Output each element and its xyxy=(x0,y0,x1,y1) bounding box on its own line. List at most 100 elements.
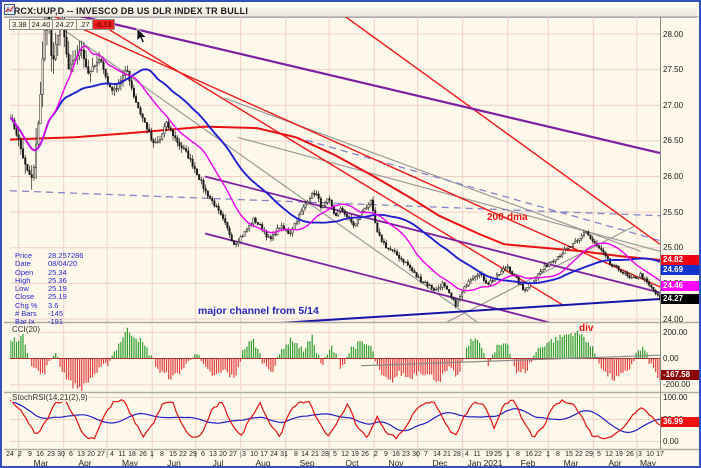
purple-trendline-3 xyxy=(204,232,552,322)
quote-field: 3.38 xyxy=(9,19,30,30)
date-tick-label: 22 xyxy=(575,451,583,458)
date-tick-label: 19 xyxy=(485,451,493,458)
cci-histogram xyxy=(10,327,660,391)
stochrsi-pane[interactable] xyxy=(10,394,660,448)
date-tick-label: 8 xyxy=(556,451,560,458)
month-label: Jan 2021 xyxy=(467,458,503,468)
data-window-row: Low 25.19 xyxy=(15,284,67,294)
month-label: Apr xyxy=(78,458,92,468)
ma200-line xyxy=(10,125,660,261)
date-tick-label: 6 xyxy=(69,451,73,458)
price-tick-label: 28.00 xyxy=(663,30,684,39)
red-trendline-1 xyxy=(51,16,660,288)
window-title: ARCX:UUP,D -- INVESCO DB US DLR INDEX TR… xyxy=(7,5,249,16)
date-tick-label: 13 xyxy=(77,451,85,458)
date-tick-label: 28 xyxy=(321,451,329,458)
cci-badge: -167.58 xyxy=(661,370,699,380)
date-tick-label: 21 xyxy=(443,451,451,458)
month-label: Aug xyxy=(255,458,271,468)
date-tick-label: 27 xyxy=(229,451,237,458)
data-window-row: Close 25.19 xyxy=(15,292,67,302)
date-tick-label: 19 xyxy=(351,451,359,458)
cci-divergence-line xyxy=(360,354,660,367)
red-trendline-2 xyxy=(85,16,563,306)
price-tick-label: 25.00 xyxy=(663,243,684,252)
date-tick-label: 10 xyxy=(646,451,654,458)
month-label: Mar xyxy=(563,458,579,468)
date-tick-label: 1 xyxy=(546,451,550,458)
date-tick-label: 8 xyxy=(294,451,298,458)
data-window-row: Date 08/04/20 xyxy=(15,259,78,269)
price-tick-label: 24.00 xyxy=(663,315,684,324)
date-tick-label: 3 xyxy=(638,451,642,458)
gray-trendline-2 xyxy=(237,136,660,252)
date-tick-label: 12 xyxy=(605,451,613,458)
date-tick-label: 29 xyxy=(585,451,593,458)
price-tick-label: 27.50 xyxy=(663,65,684,74)
quote-field: 24.27 xyxy=(52,19,78,30)
date-tick-label: 1 xyxy=(506,451,510,458)
date-tick-label: 9 xyxy=(28,451,32,458)
date-tick-label: 28 xyxy=(453,451,461,458)
data-window-row: Bar Ix -191 xyxy=(15,317,64,327)
cci-pane[interactable] xyxy=(10,325,660,391)
date-tick-label: 12 xyxy=(341,451,349,458)
month-label: Jul xyxy=(212,458,224,468)
date-tick-label: 16 xyxy=(392,451,400,458)
quote-field: .27 xyxy=(76,19,93,30)
purple-trendline-2 xyxy=(204,175,660,294)
date-tick-label: 23 xyxy=(402,451,410,458)
month-label: Mar xyxy=(33,458,49,468)
date-tick-label: 25 xyxy=(494,451,502,458)
quote-field: 24.40 xyxy=(28,19,54,30)
date-tick-label: 10 xyxy=(250,451,258,458)
price-tick-label: 26.50 xyxy=(663,136,684,145)
stochrsi-fast-line xyxy=(10,399,660,440)
ma20-line xyxy=(10,45,660,292)
date-tick-label: 30 xyxy=(57,451,65,458)
date-tick-label: 14 xyxy=(433,451,441,458)
price-tick-label: 26.00 xyxy=(663,172,684,181)
data-window-row: Open 25.34 xyxy=(15,267,67,277)
cci-tick-label: 0.00 xyxy=(663,354,679,363)
price-badge-ma50: 24.69 xyxy=(661,265,699,275)
date-tick-label: 26 xyxy=(139,451,147,458)
stochrsi-badge: 36.99 xyxy=(661,417,699,427)
date-tick-label: 2 xyxy=(374,451,378,458)
date-tick-label: 2 xyxy=(18,451,22,458)
quote-row: 3.38 24.40 24.27.27 -0.13 xyxy=(9,19,115,30)
stochrsi-tick-label: 100.00 xyxy=(663,393,688,402)
month-label: Feb xyxy=(520,458,536,468)
annotation-divergence: div xyxy=(579,323,594,334)
date-tick-label: 5 xyxy=(597,451,601,458)
data-window-row: Price 28.257286 xyxy=(15,251,84,260)
date-tick-label: 16 xyxy=(36,451,44,458)
titlebar[interactable]: ARCX:UUP,D -- INVESCO DB US DLR INDEX TR… xyxy=(4,4,697,18)
major-channel-line xyxy=(279,298,660,322)
date-tick-label: 1 xyxy=(150,451,154,458)
stochrsi-tick-label: 0.00 xyxy=(663,437,679,446)
annotation-major-channel: major channel from 5/14 xyxy=(198,305,319,317)
date-tick-label: 24 xyxy=(270,451,278,458)
main-pane[interactable] xyxy=(9,2,661,351)
date-tick-label: 30 xyxy=(412,451,420,458)
date-tick-label: 31 xyxy=(280,451,288,458)
date-tick-label: 20 xyxy=(219,451,227,458)
date-tick-label: 11 xyxy=(118,451,126,458)
date-tick-label: 4 xyxy=(465,451,469,458)
date-tick-label: 19 xyxy=(615,451,623,458)
data-window-row: # Bars -145 xyxy=(15,309,64,319)
month-label: Nov xyxy=(388,458,404,468)
date-tick-label: 14 xyxy=(301,451,309,458)
date-tick-label: 15 xyxy=(169,451,177,458)
annotation-200dma: 200-dma xyxy=(487,212,528,223)
date-tick-label: 17 xyxy=(260,451,268,458)
chart-icon xyxy=(4,4,15,15)
cci-tick-label: -200.00 xyxy=(663,380,691,389)
purple-trendline-1 xyxy=(74,16,660,155)
price-badge-last: 24.27 xyxy=(661,294,699,304)
date-tick-label: 3 xyxy=(242,451,246,458)
cci-tick-label: 200.00 xyxy=(663,328,688,337)
